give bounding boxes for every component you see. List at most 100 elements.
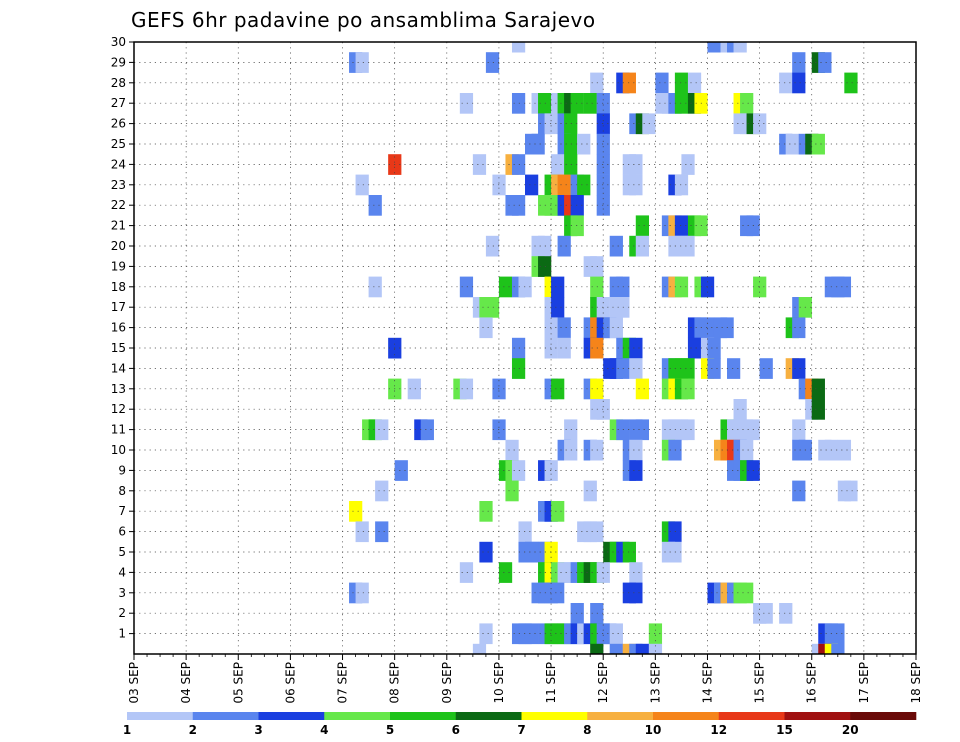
heatmap-cell [570, 215, 584, 237]
colorbar-label: 6 [452, 723, 460, 737]
heatmap-cell [629, 174, 643, 196]
x-tick-label: 04 SEP [179, 662, 193, 704]
x-tick-label: 13 SEP [648, 662, 662, 704]
y-tick-label: 11 [111, 423, 126, 437]
heatmap-cell [538, 256, 552, 277]
heatmap-cell [355, 521, 369, 543]
colorbar-swatch [653, 712, 720, 720]
heatmap-cell [609, 317, 623, 339]
y-tick-label: 22 [111, 198, 126, 212]
heatmap-cell [811, 133, 825, 155]
heatmap-cell [498, 276, 513, 298]
colorbar-label: 10 [645, 723, 662, 737]
y-tick-label: 12 [111, 402, 126, 416]
heatmap-cell [590, 643, 604, 655]
heatmap-cell [785, 133, 799, 155]
heatmap-cell [472, 643, 487, 655]
y-tick-label: 5 [118, 545, 126, 559]
heatmap-cell [727, 358, 741, 379]
heatmap-cell [564, 154, 578, 175]
heatmap-cell [590, 603, 604, 624]
y-tick-label: 15 [111, 341, 126, 355]
colorbar-swatch [587, 712, 654, 720]
heatmap-cell [355, 582, 369, 604]
heatmap-cell [609, 643, 623, 655]
heatmap-cell [525, 174, 539, 196]
heatmap-cell [596, 174, 610, 196]
heatmap-cell [674, 93, 689, 114]
heatmap-cell [570, 195, 584, 216]
colorbar-swatch [127, 712, 194, 720]
colorbar-label: 1 [123, 723, 131, 737]
heatmap-cell [394, 460, 408, 481]
heatmap-cell [551, 154, 565, 175]
heatmap-cell [740, 439, 754, 461]
heatmap-cell [368, 195, 382, 216]
heatmap-cell [655, 72, 669, 94]
y-tick-label: 10 [111, 443, 126, 457]
y-tick-label: 19 [111, 259, 126, 273]
heatmap-cell [564, 439, 578, 461]
heatmap-cell [570, 603, 584, 624]
heatmap-cell [707, 337, 721, 359]
colorbar-label: 8 [583, 723, 591, 737]
colorbar-label: 20 [842, 723, 859, 737]
heatmap-cell [635, 419, 650, 441]
y-tick-label: 25 [111, 137, 126, 151]
heatmap-cell [837, 439, 852, 461]
heatmap-cell [681, 235, 695, 257]
x-tick-label: 11 SEP [544, 662, 558, 704]
colorbar-label: 7 [517, 723, 525, 737]
heatmap-cell [792, 52, 806, 73]
x-tick-label: 17 SEP [857, 662, 871, 704]
x-tick-label: 08 SEP [388, 662, 402, 704]
heatmap-cell [479, 501, 493, 522]
x-axis: 03 SEP 04 SEP 05 SEP 06 SEP 07 SEP 08 SEP 09 S… [127, 654, 923, 704]
heatmap-cell [590, 72, 604, 94]
heatmap-cell [511, 337, 526, 359]
y-tick-label: 16 [111, 321, 126, 335]
y-tick-label: 30 [111, 35, 126, 49]
colorbar-label: 4 [320, 723, 328, 737]
heatmap-cell [629, 154, 643, 175]
y-tick-label: 23 [111, 178, 126, 192]
heatmap-cell [674, 174, 689, 196]
heatmap-cell [629, 562, 643, 583]
heatmap-cell [779, 72, 793, 94]
y-tick-label: 13 [111, 382, 126, 396]
colorbar-label: 5 [386, 723, 394, 737]
heatmap-cells [349, 42, 858, 655]
heatmap-cell [375, 419, 389, 441]
heatmap-cell [590, 276, 604, 298]
heatmap-cell [792, 317, 806, 339]
heatmap-cell [479, 541, 493, 563]
heatmap-cell [635, 235, 650, 257]
y-tick-label: 1 [118, 627, 126, 641]
heatmap-cell [844, 480, 858, 502]
heatmap-cell [837, 276, 852, 298]
heatmap-cell [733, 42, 747, 53]
heatmap-cell [557, 235, 571, 257]
heatmap-cell [577, 133, 591, 155]
heatmap-cell [485, 297, 500, 318]
colorbar-swatch [521, 712, 588, 720]
y-tick-label: 8 [118, 484, 126, 498]
heatmap-cell [674, 215, 689, 237]
y-tick-label: 18 [111, 280, 126, 294]
y-tick-label: 2 [118, 606, 126, 620]
heatmap-cell [407, 378, 421, 400]
heatmap-cell [844, 72, 858, 94]
heatmap-cell [577, 174, 591, 196]
heatmap-cell [583, 480, 597, 502]
heatmap-cell [707, 42, 721, 53]
colorbar-swatch [390, 712, 457, 720]
heatmap-cell [811, 399, 825, 420]
colorbar-swatch [258, 712, 325, 720]
heatmap-cell [792, 72, 806, 94]
heatmap-cell [511, 93, 526, 114]
heatmap-cell [485, 52, 500, 73]
heatmap-cell [596, 399, 610, 420]
heatmap-cell [831, 643, 845, 655]
heatmap-cell [557, 337, 571, 359]
